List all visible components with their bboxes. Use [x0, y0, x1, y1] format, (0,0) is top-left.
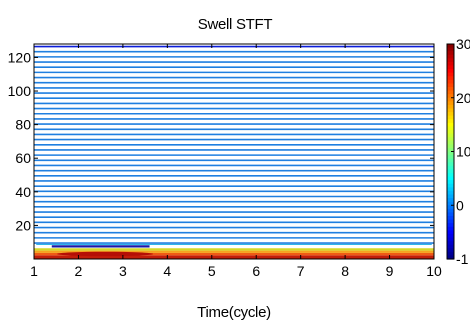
x-tick-label: 2 — [75, 263, 83, 279]
swell-hotspot — [57, 251, 154, 257]
colorbar-segment — [447, 72, 454, 77]
x-tick-label: 3 — [119, 263, 127, 279]
chart-title: Swell STFT — [197, 16, 273, 33]
colorbar-segment — [447, 201, 454, 206]
colorbar-segment — [447, 187, 454, 192]
spectral-band-2 — [34, 250, 434, 253]
colorbar-segment — [447, 155, 454, 160]
colorbar-segment — [447, 130, 454, 135]
x-tick-label: 7 — [297, 263, 305, 279]
colorbar-segment — [447, 151, 454, 156]
spectral-band-1 — [34, 252, 434, 256]
colorbar-segment — [447, 194, 454, 199]
colorbar-segment — [447, 137, 454, 142]
colorbar-segment — [447, 180, 454, 185]
colorbar-segment — [447, 216, 454, 221]
y-tick-label: 20 — [15, 217, 31, 233]
colorbar-segment — [447, 173, 454, 178]
colorbar-tick-label: 10 — [456, 144, 470, 160]
colorbar-segment — [447, 94, 454, 99]
colorbar-segment — [447, 115, 454, 120]
y-tick-label: 60 — [15, 150, 31, 166]
colorbar-segment — [447, 212, 454, 217]
colorbar-segment — [447, 119, 454, 124]
colorbar-segment — [447, 190, 454, 196]
colorbar-segment — [447, 61, 454, 67]
colorbar-tick-label: -1 — [456, 251, 469, 267]
x-tick-label: 10 — [426, 263, 442, 279]
colorbar-tick-label: 20 — [456, 90, 470, 106]
y-tick-label: 120 — [8, 49, 32, 65]
colorbar-segment — [447, 51, 454, 56]
colorbar-segment — [447, 108, 454, 113]
colorbar-segment — [447, 97, 454, 102]
x-tick-label: 9 — [386, 263, 394, 279]
y-tick-label: 100 — [8, 83, 32, 99]
x-tick-label: 8 — [341, 263, 349, 279]
colorbar-segment — [447, 176, 454, 181]
colorbar-segment — [447, 241, 454, 246]
y-tick-label: 80 — [15, 117, 31, 133]
colorbar-segment — [447, 90, 454, 95]
colorbar-segment — [447, 54, 454, 59]
colorbar-segment — [447, 251, 454, 257]
colorbar-segment — [447, 58, 454, 63]
colorbar-segment — [447, 248, 454, 253]
colorbar-segment — [447, 47, 454, 52]
colorbar-segment — [447, 244, 454, 249]
x-tick-label: 1 — [30, 263, 38, 279]
plot-frame — [33, 43, 435, 260]
colorbar-segment — [447, 147, 454, 153]
colorbar-segment — [447, 183, 454, 188]
colorbar-segment — [447, 133, 454, 138]
colorbar-segment — [447, 169, 454, 174]
colorbar-segment — [447, 87, 454, 92]
colorbar-segment — [447, 219, 454, 224]
colorbar-segment — [447, 162, 454, 167]
colorbar-segment — [447, 230, 454, 235]
colorbar-segment — [447, 65, 454, 70]
colorbar-segment — [447, 44, 454, 49]
colorbar-segment — [447, 140, 454, 145]
x-tick-label: 5 — [208, 263, 216, 279]
y-tick-label: 40 — [15, 184, 31, 200]
colorbar-segment — [447, 144, 454, 149]
colorbar-segment — [447, 101, 454, 106]
x-axis-label: Time(cycle) — [197, 304, 271, 321]
x-tick-label: 6 — [252, 263, 260, 279]
colorbar-segment — [447, 79, 454, 85]
spectral-band-0 — [34, 255, 434, 259]
colorbar-segment — [447, 76, 454, 81]
colorbar-segment — [447, 233, 454, 239]
colorbar-segment — [447, 198, 454, 203]
colorbar-segment — [447, 122, 454, 128]
colorbar-segment — [447, 83, 454, 88]
colorbar-segment — [447, 104, 454, 110]
colorbar-segment — [447, 112, 454, 117]
colorbar-segment — [447, 158, 454, 163]
colorbar-segment — [447, 69, 454, 74]
colorbar-segment — [447, 205, 454, 210]
colorbar-segment — [447, 226, 454, 231]
colorbar-tick-label: 0 — [456, 197, 464, 213]
plot-background — [34, 44, 434, 259]
spectral-band-3 — [34, 248, 434, 251]
colorbar-segment — [447, 237, 454, 242]
colorbar-tick-label: 30 — [456, 36, 470, 52]
colorbar-segment — [447, 126, 454, 131]
colorbar-segment — [447, 223, 454, 228]
colorbar-segment — [447, 208, 454, 214]
colorbar-segment — [447, 165, 454, 171]
x-tick-label: 4 — [163, 263, 171, 279]
colorbar-segment — [447, 255, 454, 260]
